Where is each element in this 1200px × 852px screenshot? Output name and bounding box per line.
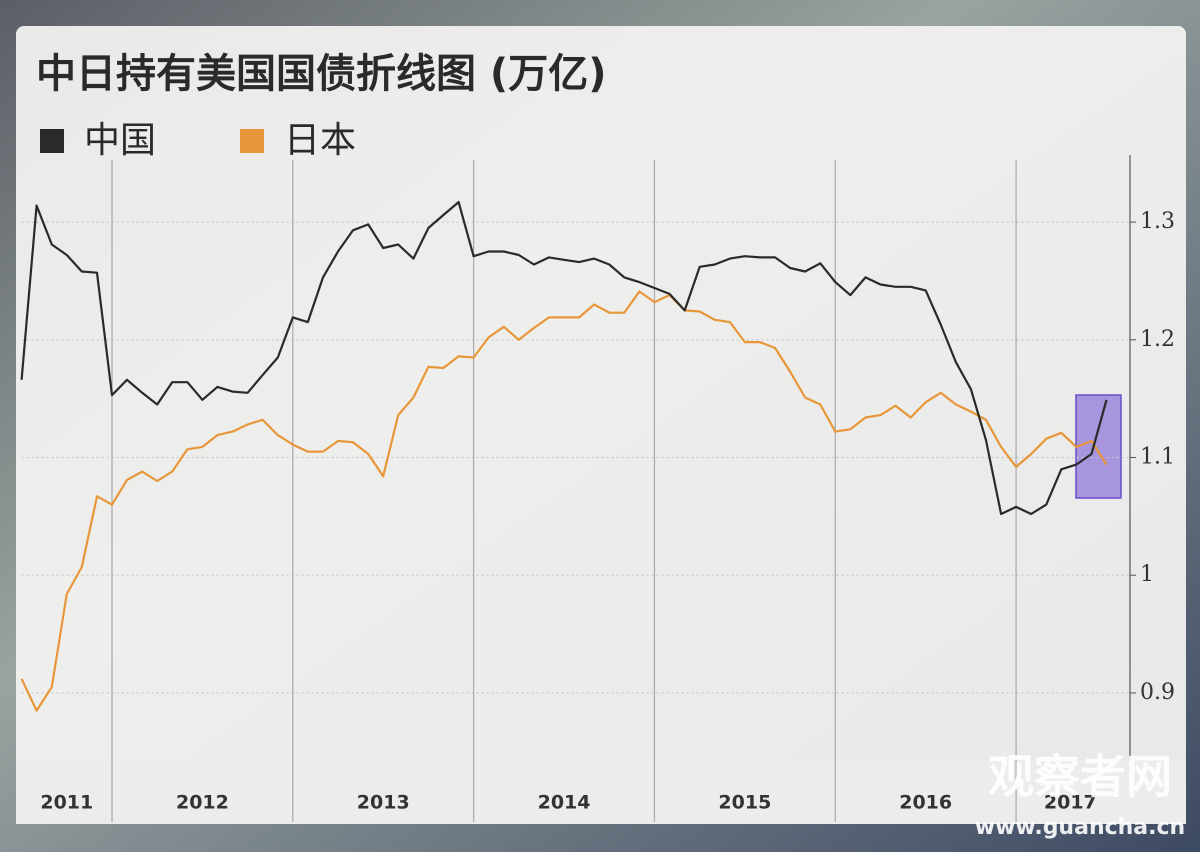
legend-swatch bbox=[40, 129, 64, 153]
x-tick-label: 2011 bbox=[40, 792, 93, 814]
legend-label: 中国 bbox=[84, 120, 156, 161]
highlight-box bbox=[1075, 394, 1122, 499]
y-tick-label: 1.1 bbox=[1140, 445, 1175, 470]
card bbox=[16, 26, 1186, 824]
y-tick-label: 1.2 bbox=[1140, 327, 1175, 352]
y-tick-label: 1 bbox=[1140, 562, 1154, 587]
x-tick-label: 2017 bbox=[1044, 792, 1097, 814]
x-band bbox=[16, 760, 1186, 824]
legend-swatch bbox=[240, 129, 264, 153]
watermark-url: www.guancha.cn bbox=[975, 815, 1185, 840]
series-line bbox=[20, 290, 1108, 712]
y-tick-label: 0.9 bbox=[1140, 680, 1175, 705]
chart-title: 中日持有美国国债折线图 (万亿) bbox=[36, 51, 607, 97]
x-tick-label: 2015 bbox=[718, 792, 771, 814]
x-tick-label: 2014 bbox=[538, 792, 591, 814]
legend-label: 日本 bbox=[284, 120, 356, 161]
x-tick-label: 2012 bbox=[176, 792, 229, 814]
series-line bbox=[20, 201, 1108, 516]
watermark-brand: 观察者网 bbox=[988, 750, 1172, 804]
x-tick-label: 2013 bbox=[357, 792, 410, 814]
x-tick-label: 2016 bbox=[899, 792, 952, 814]
y-tick-label: 1.3 bbox=[1140, 209, 1175, 234]
